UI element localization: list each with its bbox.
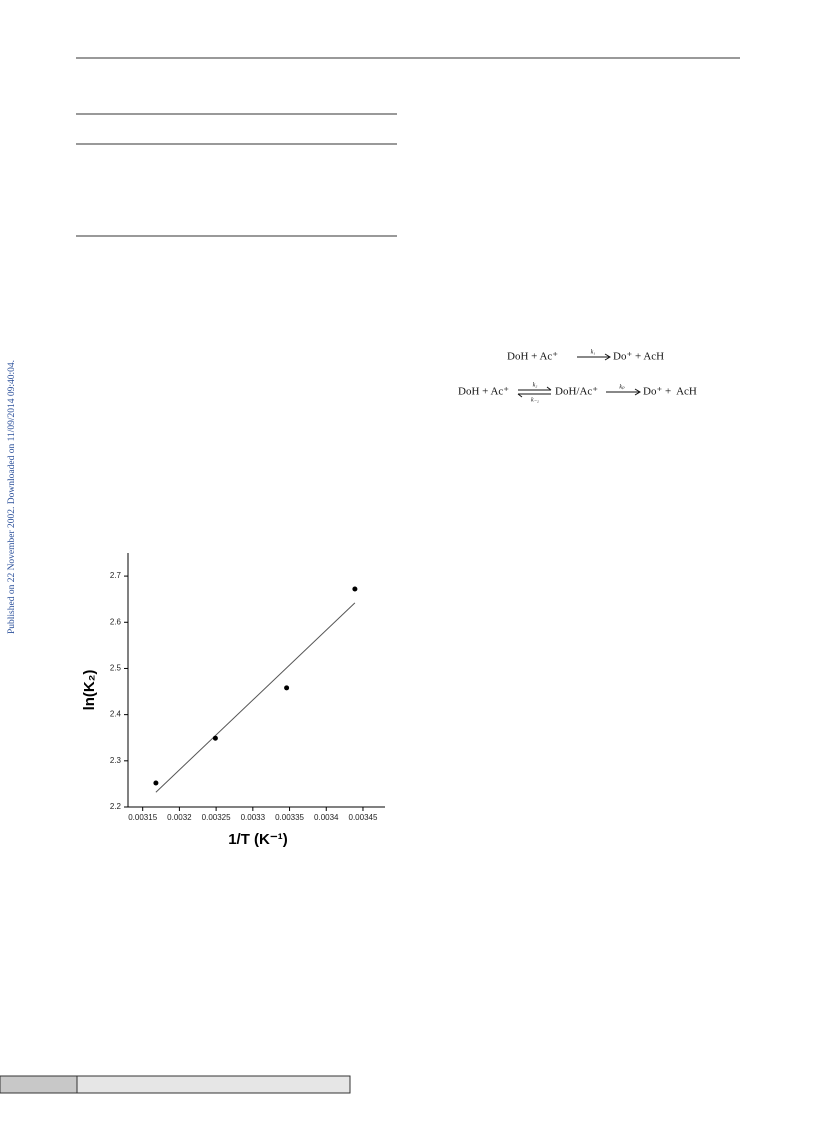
eq-right: Do⁺ + AcH [643, 386, 697, 398]
rate-constant: kₚ [619, 384, 625, 390]
footer-box [0, 1075, 78, 1094]
x-tick-label: 0.00345 [349, 813, 378, 822]
rate-constant: k₁ [591, 349, 596, 355]
data-point [212, 735, 218, 741]
x-tick-label: 0.00315 [128, 813, 157, 822]
side-note: Published on 22 November 2002. Downloade… [7, 360, 17, 634]
rate-constant: k₂ [533, 382, 538, 388]
x-tick-label: 0.00335 [275, 813, 304, 822]
y-tick-label: 2.6 [110, 617, 122, 626]
data-point [352, 586, 358, 592]
arrow-head [634, 388, 641, 396]
arrow-head [604, 353, 611, 361]
fit-line [155, 602, 356, 793]
data-point [153, 780, 159, 786]
y-tick-label: 2.2 [110, 802, 122, 811]
y-axis-label: ln(K₂) [81, 670, 98, 711]
equation: DoH + Ac⁺ k₂ k₋₂ DoH/Ac⁺ kₚ Do⁺ + AcH [458, 382, 697, 403]
x-tick-label: 0.0034 [314, 813, 339, 822]
eq-middle: DoH/Ac⁺ [555, 386, 598, 398]
y-tick-label: 2.7 [110, 571, 122, 580]
x-tick-label: 0.0033 [241, 813, 266, 822]
x-tick-label: 0.0032 [167, 813, 192, 822]
y-tick-label: 2.4 [110, 710, 122, 719]
equation: DoH + Ac⁺ k₁ Do⁺ + AcH [507, 349, 664, 362]
data-point [284, 685, 290, 691]
eq-left: DoH + Ac⁺ [458, 386, 509, 398]
x-tick-label: 0.00325 [202, 813, 231, 822]
eq-right: Do⁺ + AcH [613, 351, 664, 363]
rate-constant: k₋₂ [531, 397, 539, 403]
eq-left: DoH + Ac⁺ [507, 351, 558, 363]
arrow-head [546, 386, 552, 391]
footer-box [76, 1075, 351, 1094]
y-tick-label: 2.3 [110, 756, 122, 765]
x-axis-label: 1/T (K⁻¹) [228, 831, 288, 848]
arrow-head [517, 393, 523, 398]
y-tick-label: 2.5 [110, 664, 122, 673]
chart: ln(K₂) 1/T (K⁻¹) 2.2 2.3 2.4 2.5 2.6 2.7 0.003… [81, 553, 385, 848]
